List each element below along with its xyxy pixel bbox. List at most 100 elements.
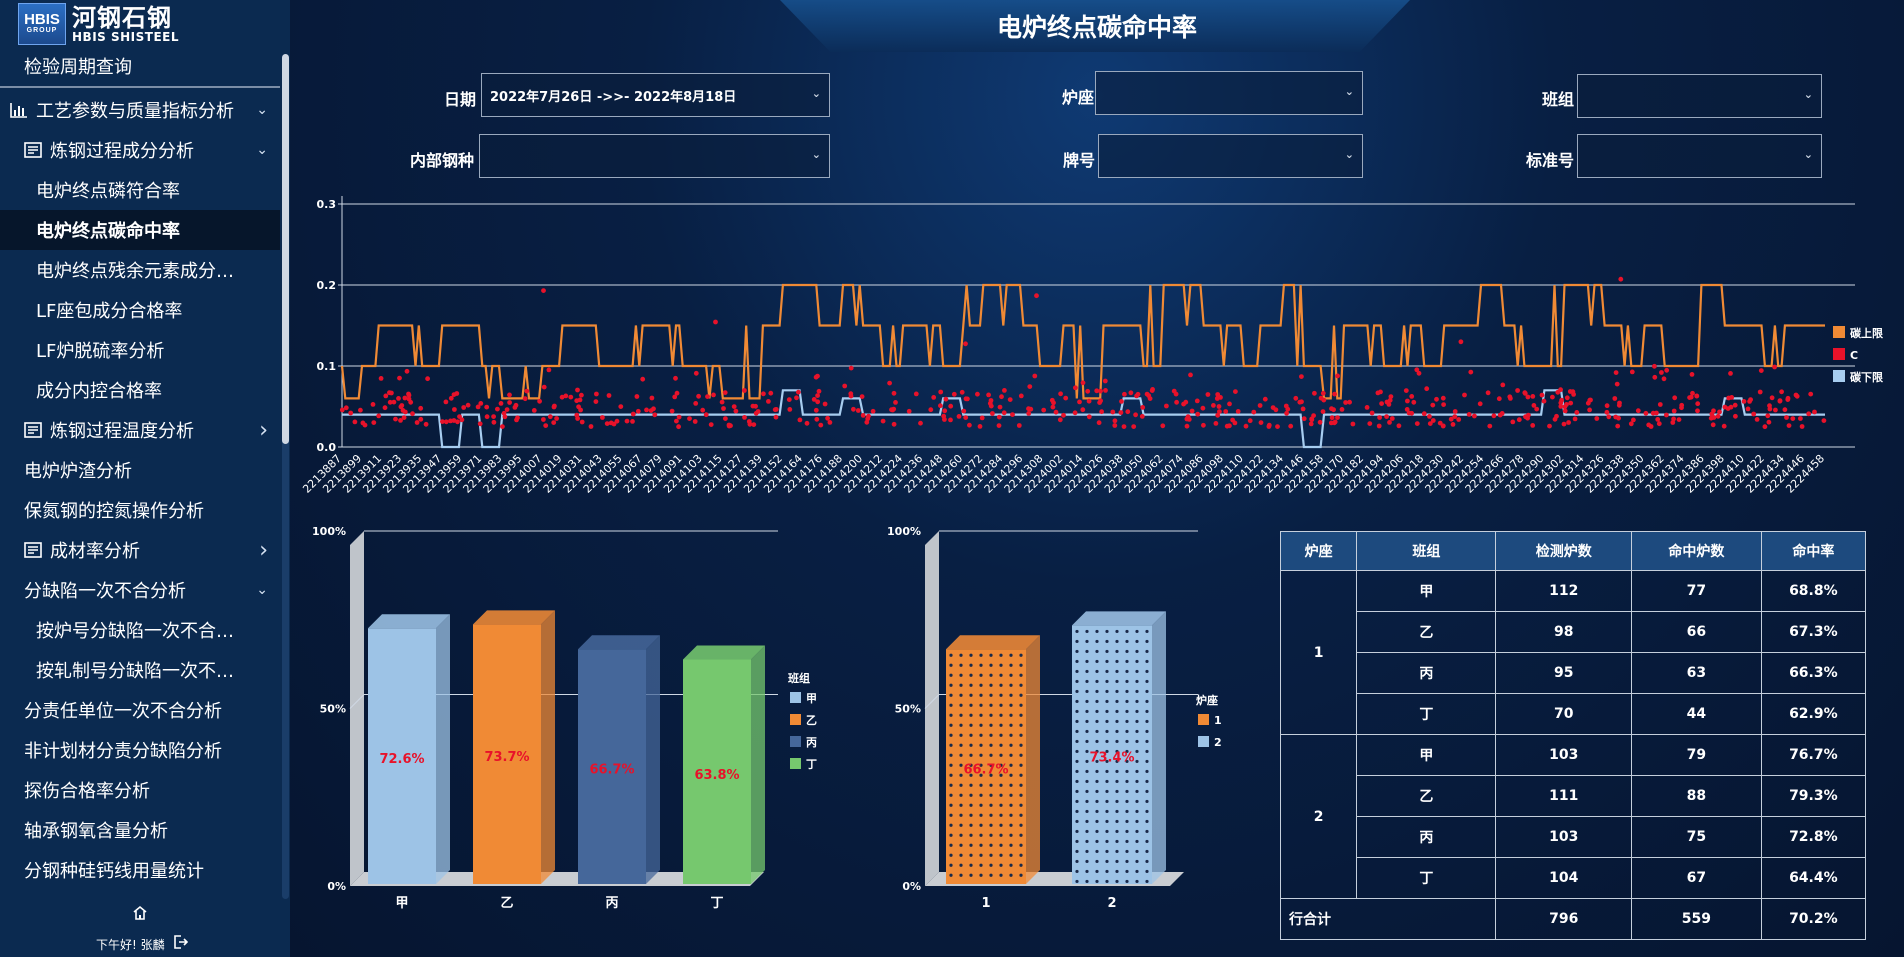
pattern-dot <box>1009 683 1013 687</box>
sidebar-item[interactable]: 工艺参数与质量指标分析 ⌄ <box>0 90 280 130</box>
table-cell: 66 <box>1631 611 1762 653</box>
pattern-dot <box>1105 849 1109 854</box>
sidebar-item[interactable]: 电炉终点残余元素成分… <box>0 250 280 290</box>
sidebar-item[interactable]: 非计划材分责分缺陷分析 <box>0 730 280 770</box>
date-range-select[interactable]: 2022年7月26日 ->>- 2022年8月18日 ⌄ <box>481 73 830 117</box>
pattern-dot <box>1009 773 1013 777</box>
data-point <box>815 399 821 405</box>
pattern-dot <box>1019 733 1023 737</box>
data-point <box>1186 417 1192 422</box>
data-point <box>848 365 854 371</box>
data-point <box>751 422 757 427</box>
data-point <box>705 394 710 399</box>
data-point <box>1765 413 1771 419</box>
pattern-dot <box>1145 779 1149 784</box>
pattern-dot <box>959 853 963 857</box>
sidebar-item[interactable]: 成材率分析 › <box>0 530 280 570</box>
legend-label: 碳下限 <box>1850 370 1883 384</box>
logout-icon[interactable] <box>172 934 188 950</box>
chevron-down-icon: ⌄ <box>256 102 268 118</box>
y-tick-label: 0% <box>327 880 346 893</box>
data-point <box>491 414 496 419</box>
data-point <box>1570 389 1576 395</box>
data-point <box>1427 414 1432 419</box>
data-point <box>1251 409 1257 415</box>
data-point <box>1300 406 1306 412</box>
data-point <box>1430 402 1436 408</box>
pattern-dot <box>1105 719 1109 724</box>
sidebar-item[interactable]: 分缺陷一次不合分析 ⌄ <box>0 570 280 610</box>
pattern-dot <box>969 823 973 827</box>
pattern-dot <box>1095 769 1099 774</box>
standard-select[interactable]: ⌄ <box>1577 134 1822 178</box>
data-point <box>522 396 528 402</box>
data-point <box>708 422 714 427</box>
sidebar-item[interactable]: 轴承钢氧含量分析 <box>0 810 280 850</box>
data-point <box>1612 396 1618 401</box>
sidebar-item[interactable]: LF座包成分合格率 <box>0 290 280 330</box>
data-point <box>358 407 363 413</box>
data-point <box>448 395 454 401</box>
pattern-dot <box>1105 759 1109 764</box>
sidebar-item[interactable]: 分钢种硅钙线用量统计 <box>0 850 280 890</box>
pattern-dot <box>1095 669 1099 674</box>
sidebar-item[interactable]: 分责任单位一次不合分析 <box>0 690 280 730</box>
furnace-select[interactable]: ⌄ <box>1095 71 1363 115</box>
team-select[interactable]: ⌄ <box>1577 74 1822 118</box>
sidebar-scrollbar-track[interactable] <box>282 54 289 899</box>
pattern-dot <box>1145 819 1149 824</box>
brand-grade-select[interactable]: ⌄ <box>1098 134 1363 178</box>
sidebar-scrollbar-thumb[interactable] <box>282 54 289 444</box>
pattern-dot <box>1115 679 1119 684</box>
grade-select[interactable]: ⌄ <box>479 134 830 178</box>
sidebar-item[interactable]: 电炉终点磷符合率 <box>0 170 280 210</box>
bar-top <box>683 645 765 660</box>
data-point <box>579 392 584 398</box>
data-point <box>541 417 546 422</box>
data-point <box>796 389 801 395</box>
pattern-dot <box>1019 873 1023 877</box>
sidebar-item[interactable]: 按炉号分缺陷一次不合… <box>0 610 280 650</box>
pattern-dot <box>1105 859 1109 864</box>
sidebar-item[interactable]: 炼钢过程温度分析 › <box>0 410 280 450</box>
legend-label: 丁 <box>806 758 817 771</box>
pattern-dot <box>969 683 973 687</box>
pattern-dot <box>1019 703 1023 707</box>
y-tick-label: 50% <box>895 703 921 716</box>
data-point <box>387 399 393 405</box>
pattern-dot <box>1125 789 1129 794</box>
sidebar-item[interactable]: 保氮钢的控氮操作分析 <box>0 490 280 530</box>
data-point <box>387 390 392 396</box>
sidebar-item[interactable]: 电炉终点碳命中率 <box>0 210 280 250</box>
data-point <box>948 403 954 409</box>
pattern-dot <box>1019 853 1023 857</box>
bar-value-label: 66.7% <box>963 763 1008 778</box>
table-cell: 79.3% <box>1760 775 1867 817</box>
x-tick-label: 丁 <box>710 896 723 911</box>
data-point <box>1672 395 1678 401</box>
pattern-dot <box>999 723 1003 727</box>
bar-value-label: 63.8% <box>694 768 739 783</box>
sidebar-item[interactable]: LF炉脱硫率分析 <box>0 330 280 370</box>
sidebar-item[interactable]: 电炉炉渣分析 <box>0 450 280 490</box>
bar-value-label: 72.6% <box>379 752 424 767</box>
data-point <box>963 415 969 420</box>
chart-floor <box>350 872 764 886</box>
pattern-dot <box>959 753 963 757</box>
chevron-down-icon: ⌄ <box>811 148 821 161</box>
sidebar-item[interactable]: 探伤合格率分析 <box>0 770 280 810</box>
sidebar-item[interactable]: 炼钢过程成分分析 ⌄ <box>0 130 280 170</box>
data-point <box>1119 399 1124 404</box>
home-icon[interactable] <box>131 904 149 922</box>
y-tick-label: 0.3 <box>317 198 337 211</box>
sidebar-item[interactable]: 检验周期查询 <box>0 46 280 86</box>
bar-top <box>1072 611 1166 626</box>
sidebar-item[interactable]: 成分内控合格率 <box>0 370 280 410</box>
x-tick-label: 丙 <box>605 896 618 911</box>
sidebar-item[interactable]: 按轧制号分缺陷一次不… <box>0 650 280 690</box>
pattern-dot <box>989 703 993 707</box>
table-cell: 62.9% <box>1760 693 1867 735</box>
pattern-dot <box>1145 689 1149 694</box>
pattern-dot <box>1115 799 1119 804</box>
pattern-dot <box>1115 869 1119 874</box>
